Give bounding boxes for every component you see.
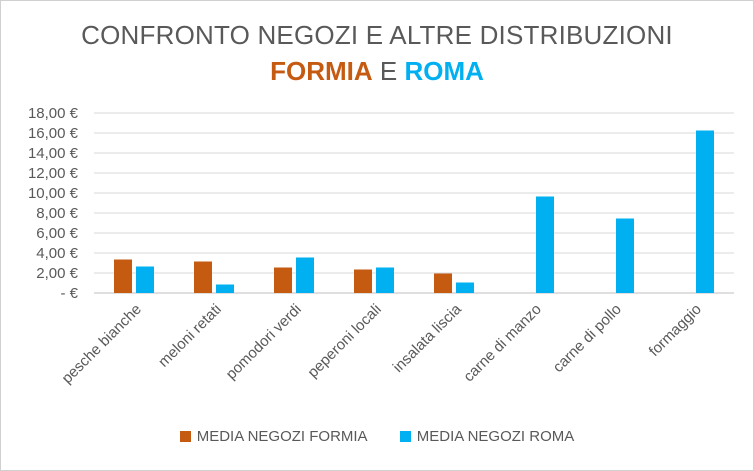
bar-formia — [194, 261, 212, 293]
bar-roma — [296, 257, 314, 293]
x-tick-label: carne di manzo — [460, 301, 545, 386]
subtitle-connector: E — [379, 56, 398, 86]
x-tick-label: pomodori verdi — [223, 301, 305, 383]
x-tick-label: peperoni locali — [304, 301, 384, 381]
bar-formia — [114, 259, 132, 293]
bar-roma — [616, 218, 634, 293]
y-tick-label: 10,00 € — [28, 185, 79, 202]
x-tick-label: insalata liscia — [390, 300, 466, 376]
y-tick-label: 2,00 € — [36, 265, 78, 282]
bar-roma — [696, 130, 714, 293]
chart-title: CONFRONTO NEGOZI E ALTRE DISTRIBUZIONI — [81, 20, 673, 50]
legend-swatch-roma — [399, 431, 411, 442]
y-tick-label: - € — [60, 285, 78, 302]
bar-roma — [376, 267, 394, 293]
legend-item-roma: MEDIA NEGOZI ROMA — [399, 428, 575, 445]
x-tick-label: pesche bianche — [58, 301, 144, 387]
legend-swatch-formia — [179, 431, 191, 442]
bar-roma — [536, 196, 554, 293]
chart-subtitle: FORMIA E ROMA — [0, 56, 754, 87]
y-tick-label: 6,00 € — [36, 225, 78, 242]
bar-formia — [434, 273, 452, 293]
bar-formia — [354, 269, 372, 293]
legend-item-formia: MEDIA NEGOZI FORMIA — [179, 428, 368, 445]
legend-label-roma: MEDIA NEGOZI ROMA — [416, 428, 575, 445]
bar-formia — [274, 267, 292, 293]
y-tick-label: 18,00 € — [28, 105, 79, 122]
subtitle-roma: ROMA — [404, 56, 484, 86]
bar-roma — [216, 284, 234, 293]
x-tick-label: formaggio — [646, 301, 705, 360]
y-tick-label: 4,00 € — [36, 245, 78, 262]
bar-roma — [456, 282, 474, 293]
legend-label-formia: MEDIA NEGOZI FORMIA — [196, 428, 368, 445]
y-tick-label: 16,00 € — [28, 125, 79, 142]
y-tick-label: 14,00 € — [28, 145, 79, 162]
subtitle-formia: FORMIA — [270, 56, 373, 86]
x-tick-label: carne di pollo — [550, 301, 625, 376]
legend: MEDIA NEGOZI FORMIA MEDIA NEGOZI ROMA — [0, 428, 754, 446]
x-tick-label: meloni retati — [155, 301, 225, 371]
y-tick-label: 8,00 € — [36, 205, 78, 222]
y-tick-label: 12,00 € — [28, 165, 79, 182]
bar-roma — [136, 266, 154, 293]
